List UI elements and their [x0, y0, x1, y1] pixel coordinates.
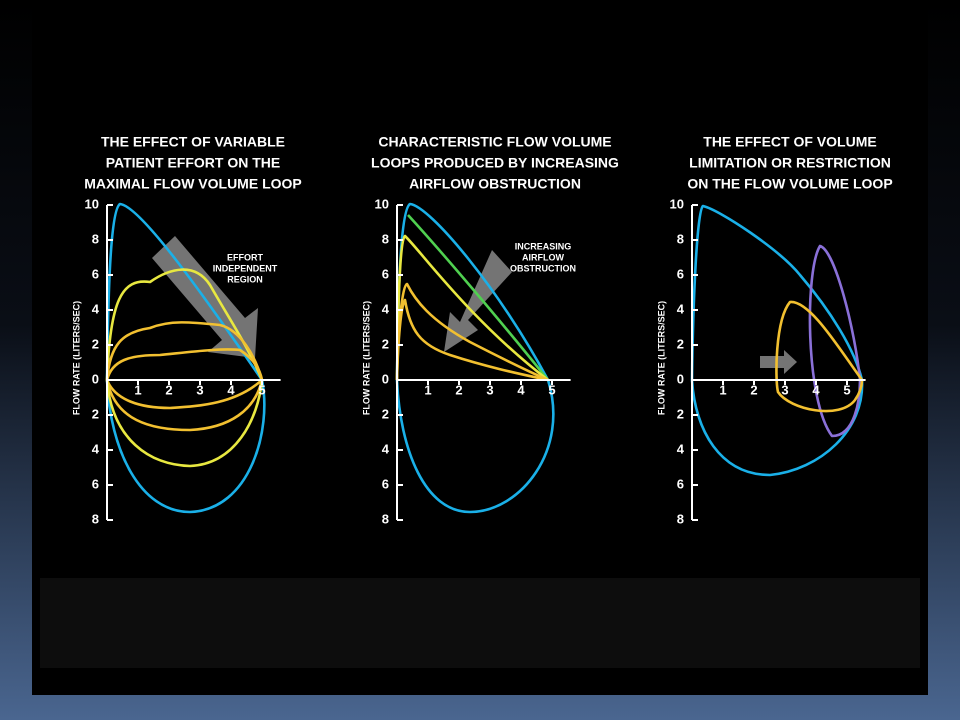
y-tick-label: 6 [677, 476, 684, 491]
x-tick-label: 3 [486, 382, 493, 397]
x-tick-label: 2 [455, 382, 462, 397]
y-tick-label: 8 [677, 231, 684, 246]
curve [395, 234, 549, 382]
x-tick-label: 1 [719, 382, 726, 397]
x-tick-label: 5 [843, 382, 850, 397]
panel-title: CHARACTERISTIC FLOW VOLUME [378, 134, 611, 150]
annotation: AIRFLOW [522, 252, 564, 262]
y-axis-label: FLOW RATE (LITERS/SEC) [71, 301, 81, 415]
y-tick-label: 10 [670, 196, 684, 211]
y-tick-label: 6 [382, 476, 389, 491]
y-tick-label: 6 [92, 266, 99, 281]
y-tick-label: 4 [382, 441, 390, 456]
obstruction-arrow [444, 250, 512, 352]
panel-title: MAXIMAL FLOW VOLUME LOOP [84, 176, 302, 192]
y-axis-label: FLOW RATE (LITERS/SEC) [361, 301, 371, 415]
y-tick-label: 6 [92, 476, 99, 491]
y-tick-label: 4 [382, 301, 390, 316]
y-tick-label: 4 [92, 441, 100, 456]
panel-title: THE EFFECT OF VARIABLE [101, 134, 285, 150]
curve [775, 300, 864, 413]
y-tick-label: 8 [92, 511, 99, 526]
y-tick-label: 2 [677, 406, 684, 421]
x-tick-label: 1 [134, 382, 141, 397]
y-tick-label: 6 [382, 266, 389, 281]
annotation: REGION [227, 274, 263, 284]
y-tick-label: 0 [92, 371, 99, 386]
y-tick-label: 8 [92, 231, 99, 246]
x-tick-label: 5 [258, 382, 265, 397]
y-tick-label: 4 [677, 301, 685, 316]
y-tick-label: 6 [677, 266, 684, 281]
y-tick-label: 10 [375, 196, 389, 211]
y-tick-label: 2 [382, 336, 389, 351]
y-tick-label: 2 [92, 336, 99, 351]
y-tick-label: 4 [92, 301, 100, 316]
x-tick-label: 4 [517, 382, 525, 397]
y-axis-label: FLOW RATE (LITERS/SEC) [656, 301, 666, 415]
annotation: OBSTRUCTION [510, 263, 576, 273]
curve [407, 214, 550, 381]
y-tick-label: 10 [85, 196, 99, 211]
annotation: EFFORT [227, 252, 263, 262]
y-tick-label: 8 [677, 511, 684, 526]
restriction-arrow [760, 350, 797, 374]
annotation: INCREASING [515, 241, 572, 251]
curve [105, 379, 263, 410]
y-tick-label: 2 [92, 406, 99, 421]
caption-blur [40, 578, 920, 668]
panel-title: AIRFLOW OBSTRUCTION [409, 176, 581, 192]
panel-title: LIMITATION OR RESTRICTION [689, 155, 891, 171]
curve [105, 379, 264, 468]
y-tick-label: 8 [382, 231, 389, 246]
panel-title: LOOPS PRODUCED BY INCREASING [371, 155, 619, 171]
curve [105, 348, 264, 381]
curve [808, 244, 862, 438]
y-tick-label: 4 [677, 441, 685, 456]
x-tick-label: 2 [750, 382, 757, 397]
x-tick-label: 4 [227, 382, 235, 397]
curve [690, 204, 864, 477]
x-tick-label: 3 [781, 382, 788, 397]
x-tick-label: 1 [424, 382, 431, 397]
x-tick-label: 4 [812, 382, 820, 397]
y-tick-label: 0 [677, 371, 684, 386]
curve [105, 321, 264, 381]
x-tick-label: 5 [548, 382, 555, 397]
y-tick-label: 2 [677, 336, 684, 351]
panel-title: PATIENT EFFORT ON THE [106, 155, 280, 171]
panel-title: THE EFFECT OF VOLUME [703, 134, 876, 150]
curve [395, 298, 549, 382]
y-tick-label: 2 [382, 406, 389, 421]
x-tick-label: 2 [165, 382, 172, 397]
x-tick-label: 3 [196, 382, 203, 397]
curve [105, 379, 264, 432]
y-tick-label: 0 [382, 371, 389, 386]
annotation: INDEPENDENT [213, 263, 278, 273]
panel-title: ON THE FLOW VOLUME LOOP [687, 176, 892, 192]
y-tick-label: 8 [382, 511, 389, 526]
